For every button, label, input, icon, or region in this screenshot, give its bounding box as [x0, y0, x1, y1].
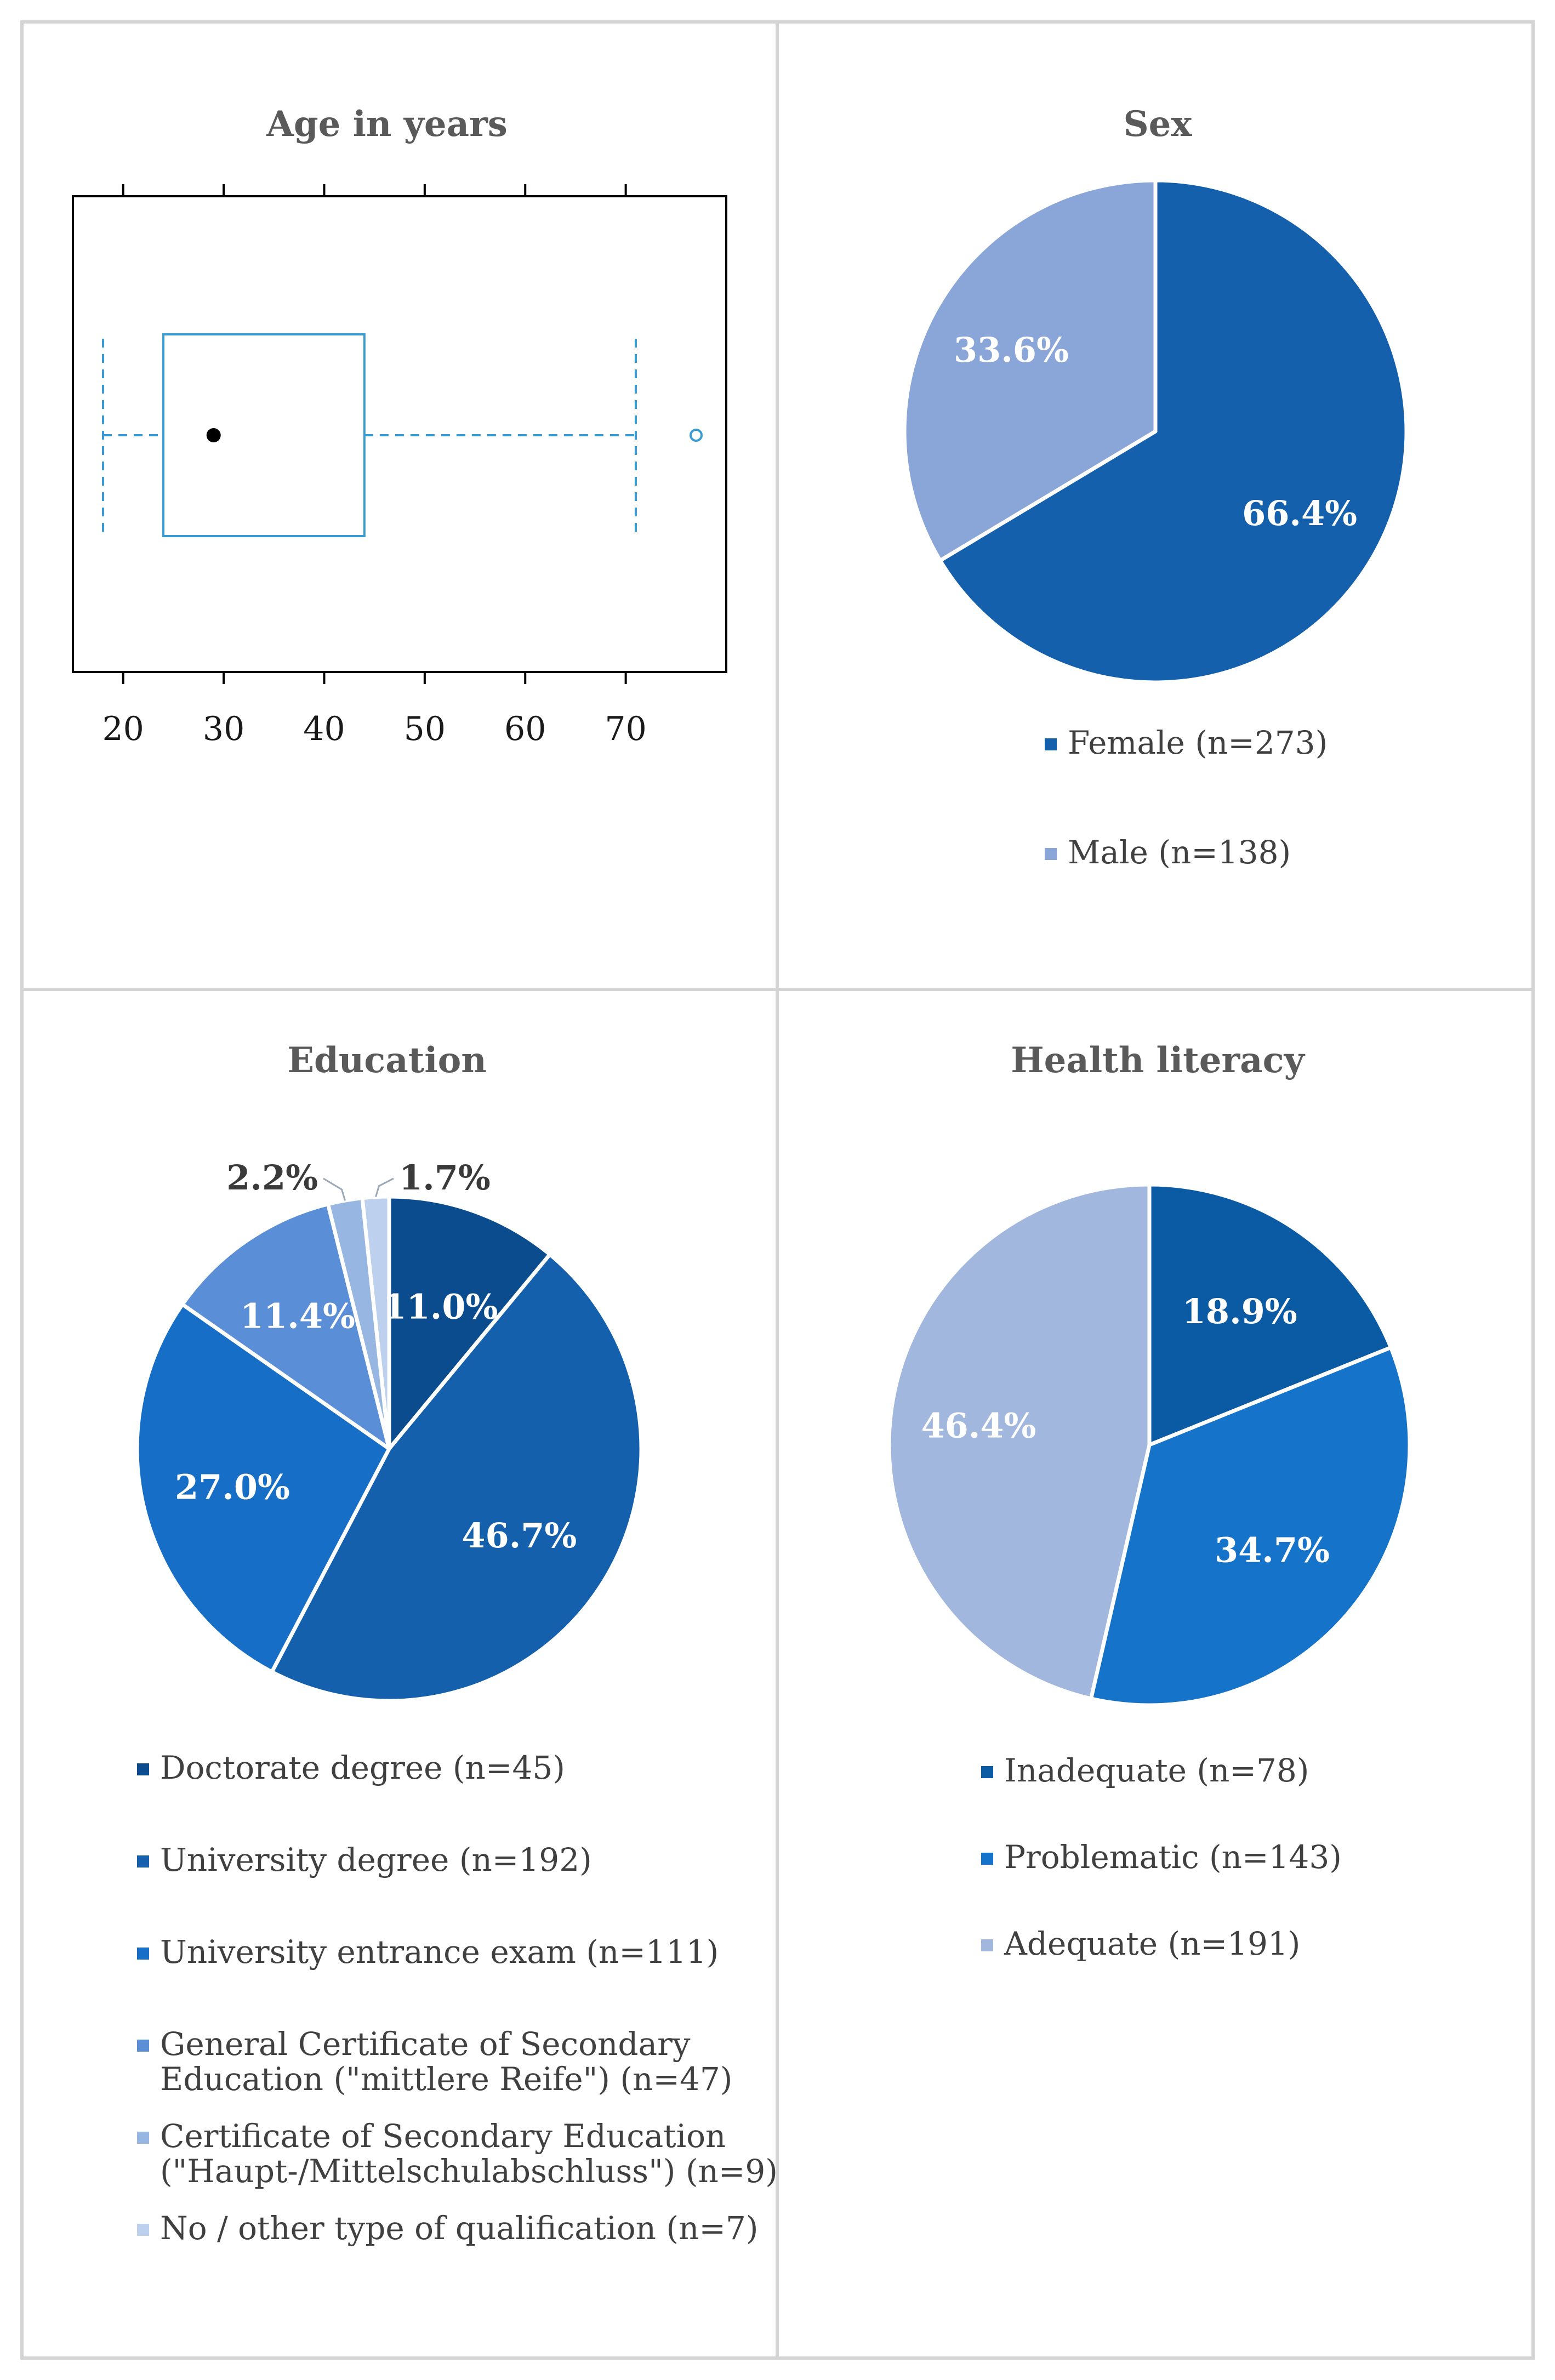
education-legend-line-4-1: ("Haupt-/Mittelschulabschluss") (n=9): [160, 2153, 778, 2190]
health-literacy-legend-label-0: Inadequate (n=78): [1004, 1752, 1309, 1789]
education-legend-label-4: Certificate of Secondary Education ("Haup…: [160, 2117, 778, 2190]
health-literacy-legend-line-2-0: Adequate (n=191): [1004, 1925, 1300, 1962]
sex-legend-label-0: Female (n=273): [1068, 724, 1328, 761]
health-literacy-legend-swatch-1: [981, 1853, 993, 1865]
health-literacy-legend-label-1: Problematic (n=143): [1004, 1838, 1342, 1876]
health-literacy-slice-2: [887, 1182, 1152, 1701]
boxplot-marks: [102, 333, 703, 537]
health-literacy-pie: 18.9% 34.7% 46.4% Inadequate (n=78) Problema…: [887, 1182, 1412, 1962]
education-legend-line-2-0: University entrance exam (n=111): [160, 1933, 719, 1971]
health-literacy-slice-1: [1089, 1345, 1412, 1707]
health-literacy-slice-0: [1147, 1182, 1393, 1447]
education-legend-swatch-4: [137, 2132, 149, 2144]
education-legend-swatch-3: [137, 2040, 149, 2052]
median-point: [206, 428, 221, 442]
education-legend-swatch-5: [137, 2224, 149, 2236]
education-pct-label-1: 46.7%: [462, 1516, 577, 1556]
education-legend-label-0: Doctorate degree (n=45): [160, 1749, 565, 1786]
education-pct-label-5: 1.7%: [399, 1158, 491, 1198]
education-leader-line-4: [323, 1177, 346, 1201]
education-pct-label-3: 11.4%: [240, 1296, 355, 1336]
sex-pct-label-0: 66.4%: [1242, 493, 1357, 533]
health-literacy-legend-line-0-0: Inadequate (n=78): [1004, 1752, 1309, 1789]
education-pct-label-0: 11.0%: [383, 1286, 498, 1326]
sex-legend-swatch-0: [1045, 738, 1057, 750]
education-slice-1: [270, 1252, 643, 1703]
health-literacy-legend-line-1-0: Problematic (n=143): [1004, 1838, 1342, 1876]
health-literacy-legend-swatch-0: [981, 1766, 993, 1778]
panel-grid: [20, 20, 1535, 2360]
education-slice-2: [135, 1302, 391, 1674]
education-legend-label-1: University degree (n=192): [160, 1841, 592, 1878]
education-slice-3: [180, 1202, 391, 1451]
education-legend-line-3-1: Education ("mittlere Reife") (n=47): [160, 2060, 732, 2098]
x-tick-label-20: 20: [102, 710, 144, 748]
education-legend-label-2: University entrance exam (n=111): [160, 1933, 719, 1971]
education-legend-line-1-0: University degree (n=192): [160, 1841, 592, 1878]
education-legend-line-3-0: General Certificate of Secondary: [160, 2025, 691, 2063]
sex-legend-line-0-0: Female (n=273): [1068, 724, 1328, 761]
education-pct-label-2: 27.0%: [175, 1467, 290, 1507]
health-literacy-pct-label-0: 18.9%: [1182, 1291, 1297, 1331]
sex-pie: 66.4% 33.6% Female (n=273) Male (n=138): [902, 178, 1409, 871]
education-slice-0: [387, 1194, 552, 1451]
x-tick-label-60: 60: [504, 710, 546, 748]
sex-slice-0: [938, 178, 1409, 685]
x-tick-label-70: 70: [605, 710, 646, 748]
sex-chart-title: Sex: [1123, 104, 1192, 145]
education-chart-title: Education: [287, 1040, 487, 1081]
education-pie: 11.0% 46.7% 27.0% 11.4% 2.2% 1.7% Doctorate de…: [135, 1158, 778, 2247]
sex-legend-label-1: Male (n=138): [1068, 834, 1291, 871]
iqr-box: [162, 333, 366, 537]
age-chart-title: Age in years: [266, 104, 508, 145]
education-legend-swatch-1: [137, 1855, 149, 1867]
education-legend-line-0-0: Doctorate degree (n=45): [160, 1749, 565, 1786]
x-tick-label-50: 50: [404, 710, 446, 748]
sex-pct-label-1: 33.6%: [954, 330, 1069, 370]
health-literacy-legend-label-2: Adequate (n=191): [1004, 1925, 1300, 1962]
sex-legend-line-1-0: Male (n=138): [1068, 834, 1291, 871]
education-legend-label-3: General Certificate of Secondary Educatio…: [160, 2025, 732, 2098]
health-literacy-chart-title: Health literacy: [1011, 1040, 1305, 1081]
education-legend-line-4-0: Certificate of Secondary Education: [160, 2117, 726, 2155]
education-legend-line-5-0: No / other type of qualification (n=7): [160, 2210, 759, 2247]
education-leader-line-5: [375, 1177, 394, 1198]
education-legend-swatch-0: [137, 1763, 149, 1775]
outlier-point-0: [689, 429, 703, 442]
education-pct-label-4: 2.2%: [226, 1158, 318, 1198]
boxplot-ticks: 20 30 40 50 60 70: [102, 184, 647, 748]
health-literacy-pct-label-1: 34.7%: [1215, 1530, 1330, 1570]
sex-slice-1: [902, 178, 1158, 563]
health-literacy-pct-label-2: 46.4%: [921, 1406, 1036, 1446]
health-literacy-legend-swatch-2: [981, 1939, 993, 1951]
education-legend-swatch-2: [137, 1948, 149, 1960]
sex-legend-swatch-1: [1045, 848, 1057, 860]
age-boxplot: 20 30 40 50 60 70: [72, 184, 727, 748]
x-tick-label-30: 30: [203, 710, 244, 748]
x-tick-label-40: 40: [303, 710, 345, 748]
education-legend-label-5: No / other type of qualification (n=7): [160, 2210, 759, 2247]
